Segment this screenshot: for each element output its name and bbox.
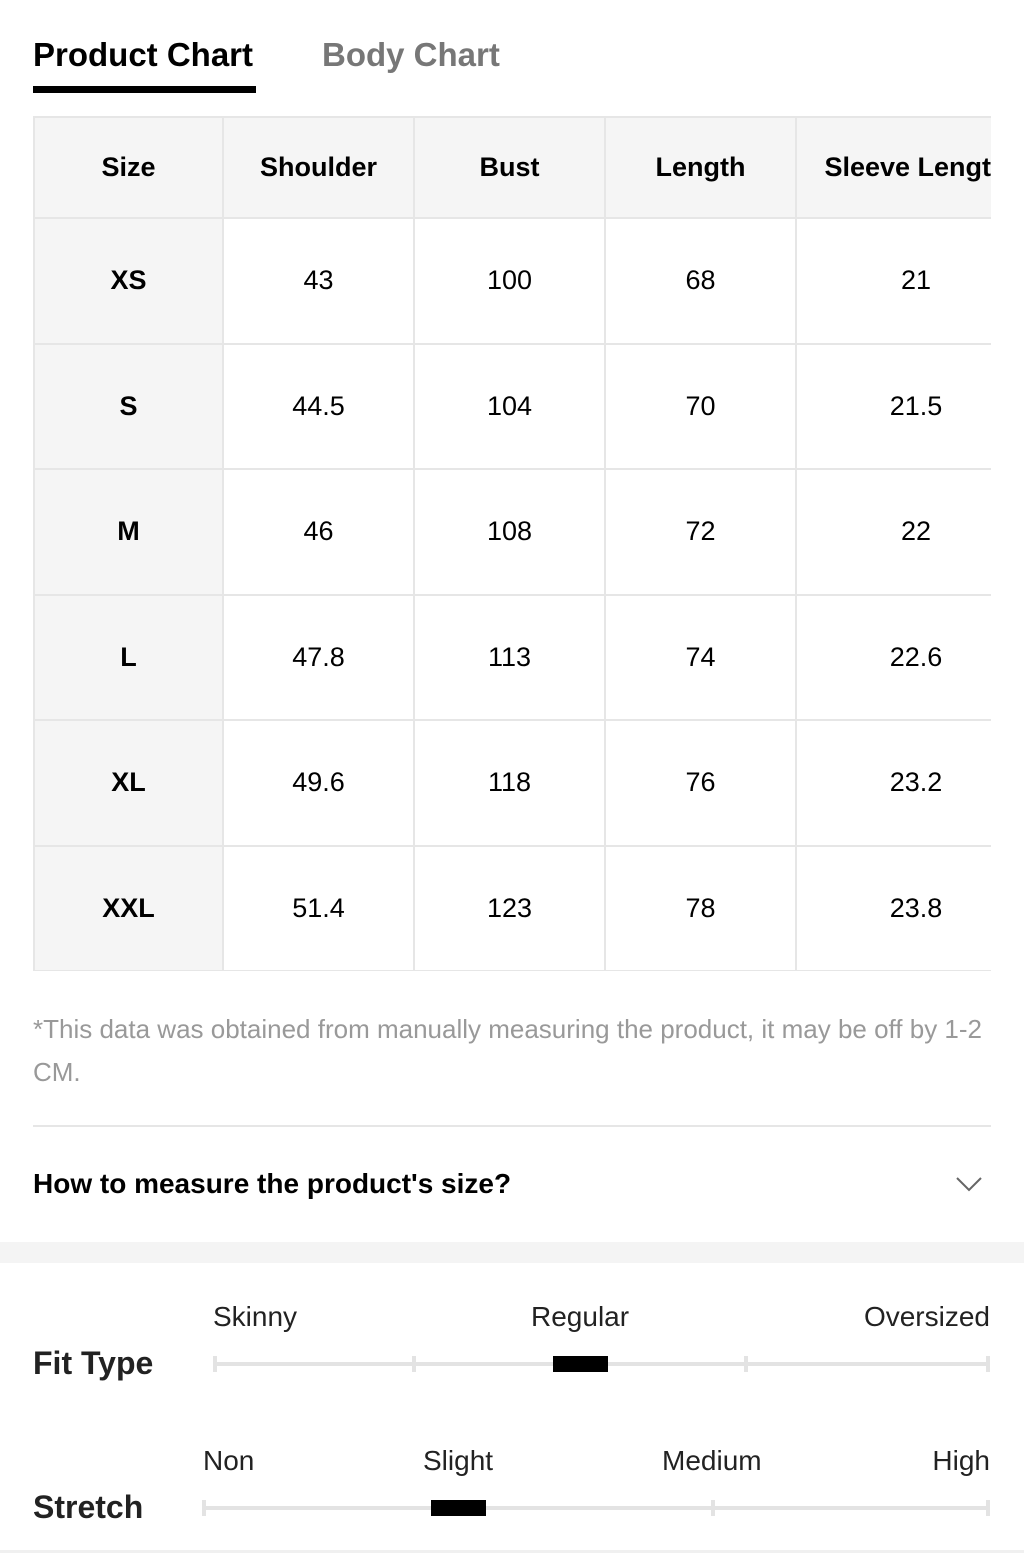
size-cell: M <box>35 470 224 596</box>
stretch-slider <box>202 1500 990 1516</box>
value-cell: 76 <box>606 721 797 847</box>
tab-underline <box>33 86 256 93</box>
header-cell: Length <box>606 118 797 219</box>
value-cell: 51.4 <box>224 846 415 971</box>
size-table: Size Shoulder Bust Length Sleeve Length XS 43 1… <box>33 116 991 971</box>
chevron[interactable] <box>955 1175 983 1193</box>
value-cell: 22.6 <box>797 596 991 721</box>
size-cell: XL <box>35 721 224 847</box>
value-cell: 100 <box>415 219 606 345</box>
scale-label: Medium <box>662 1445 762 1476</box>
header-cell: Size <box>35 118 224 219</box>
bottom-border <box>0 1550 1024 1553</box>
fit-label: Fit Type <box>33 1345 154 1381</box>
scale-label: Slight <box>423 1445 494 1476</box>
value-cell: 68 <box>606 219 797 345</box>
value-cell: 74 <box>606 595 797 721</box>
value-cell: 43 <box>224 219 415 345</box>
note: *This data was obtained from manually me… <box>33 1014 983 1087</box>
divider <box>33 1125 991 1127</box>
value-cell: 44.5 <box>224 344 415 470</box>
size-cell: L <box>35 595 224 721</box>
value-cell: 104 <box>415 344 606 470</box>
tab-body-chart[interactable]: Body Chart <box>322 36 500 73</box>
header-cell: Shoulder <box>224 118 415 219</box>
value-cell: 22 <box>797 470 991 596</box>
value-cell: 72 <box>606 470 797 596</box>
value-cell: 47.8 <box>224 595 415 721</box>
scale-label: Oversized <box>863 1301 990 1332</box>
size-cell: XS <box>35 219 224 345</box>
value-cell: 108 <box>415 470 606 596</box>
value-cell: 46 <box>224 470 415 596</box>
scale-label: Non <box>203 1445 255 1476</box>
tab-product-chart[interactable]: Product Chart <box>33 36 254 73</box>
value-cell: 23.8 <box>797 847 991 971</box>
value-cell: 49.6 <box>224 721 415 847</box>
size-cell: S <box>35 344 224 470</box>
size-cell: XXL <box>35 846 224 971</box>
scale-label: Regular <box>531 1301 630 1332</box>
value-cell: 118 <box>415 721 606 847</box>
fit-slider <box>213 1356 990 1372</box>
scale-label: Skinny <box>213 1301 298 1332</box>
value-cell: 113 <box>415 595 606 721</box>
measure-toggle[interactable]: How to measure the product's size? <box>33 1168 512 1199</box>
value-cell: 21 <box>797 219 991 345</box>
fit-label: Stretch <box>33 1489 144 1525</box>
value-cell: 70 <box>606 344 797 470</box>
scale-label: High <box>932 1445 990 1476</box>
value-cell: 21.5 <box>797 345 991 470</box>
section-gap <box>0 1242 1024 1263</box>
value-cell: 23.2 <box>797 721 991 847</box>
header-cell: Sleeve Length <box>797 118 991 219</box>
header-cell: Bust <box>415 118 606 219</box>
value-cell: 78 <box>606 846 797 971</box>
value-cell: 123 <box>415 846 606 971</box>
